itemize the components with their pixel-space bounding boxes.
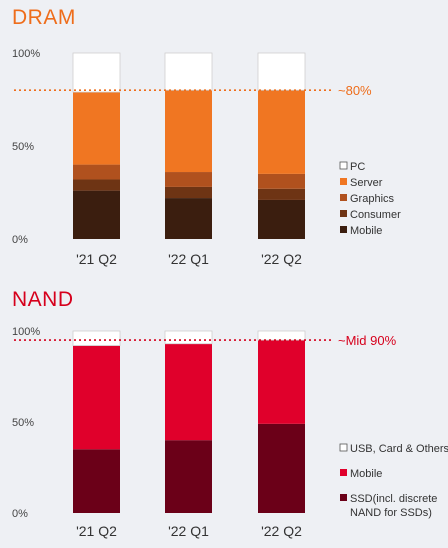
nand-bar-segment-mobile <box>165 343 212 441</box>
nand-y-tick-label: 0% <box>12 508 28 520</box>
dram-legend-swatch <box>340 210 347 217</box>
dram-legend-label: Consumer <box>350 209 401 221</box>
dram-threshold-label: ~80% <box>338 83 372 98</box>
nand-legend-swatch <box>340 494 347 501</box>
nand-bar-segment-ssd <box>165 440 212 513</box>
dram-bar-segment-graphics <box>165 172 212 187</box>
dram-legend-swatch <box>340 194 347 201</box>
dram-legend-swatch <box>340 178 347 185</box>
dram-y-tick-label: 50% <box>12 141 34 153</box>
dram-legend-label: Mobile <box>350 225 382 237</box>
dram-legend-swatch <box>340 226 347 233</box>
nand-x-category-label: '22 Q2 <box>261 523 302 539</box>
nand-bar-segment-mobile <box>73 345 120 450</box>
dram-bar-segment-mobile <box>73 190 120 239</box>
nand-chart-title: NAND <box>12 288 74 311</box>
dram-bar-segment-server <box>165 90 212 173</box>
dram-bar-segment-mobile <box>258 199 305 239</box>
nand-legend-swatch <box>340 469 347 476</box>
nand-legend-label: SSD(incl. discrete NAND for SSDs) <box>350 493 437 519</box>
dram-x-category-label: '21 Q2 <box>76 251 117 267</box>
dram-y-tick-label: 100% <box>12 48 40 60</box>
dram-legend-label: Server <box>350 177 383 189</box>
nand-x-category-label: '21 Q2 <box>76 523 117 539</box>
nand-legend-label: USB, Card & Others <box>350 443 448 455</box>
dram-legend-label: PC <box>350 161 365 173</box>
nand-y-tick-label: 100% <box>12 326 40 338</box>
dram-legend-swatch <box>339 161 348 170</box>
dram-bar-segment-graphics <box>73 164 120 180</box>
dram-x-category-label: '22 Q2 <box>261 251 302 267</box>
dram-chart-title: DRAM <box>12 6 76 29</box>
nand-threshold-label: ~Mid 90% <box>338 333 397 348</box>
dram-bar-segment-pc <box>164 52 213 91</box>
dram-bar-segment-server <box>73 92 120 165</box>
dram-bar-segment-pc <box>72 52 121 93</box>
dram-bar-segment-pc <box>257 52 306 91</box>
nand-bar-segment-usb <box>72 330 121 346</box>
dram-stacked-bar-chart: 100% 50% 0% '21 Q2 '22 Q1 '22 Q2 ~80% PC Server G… <box>12 48 401 267</box>
nand-x-category-label: '22 Q1 <box>168 523 209 539</box>
dram-bar-segment-graphics <box>258 173 305 189</box>
nand-y-tick-label: 50% <box>12 417 34 429</box>
nand-legend-swatch <box>339 443 348 452</box>
dram-bar-segment-consumer <box>165 186 212 199</box>
dram-bar-segment-server <box>258 90 305 174</box>
dram-x-category-label: '22 Q1 <box>168 251 209 267</box>
dram-bar-segment-mobile <box>165 198 212 239</box>
dram-y-tick-label: 0% <box>12 234 28 246</box>
nand-bar-segment-mobile <box>258 340 305 424</box>
dram-legend-label: Graphics <box>350 193 395 205</box>
nand-bar-segment-ssd <box>73 449 120 513</box>
nand-legend-label: Mobile <box>350 468 382 480</box>
dram-bar-segment-consumer <box>258 188 305 200</box>
nand-bar-segment-ssd <box>258 423 305 513</box>
nand-bar-segment-usb <box>257 330 306 341</box>
nand-bar-segment-usb <box>164 330 213 345</box>
dram-bar-segment-consumer <box>73 179 120 191</box>
